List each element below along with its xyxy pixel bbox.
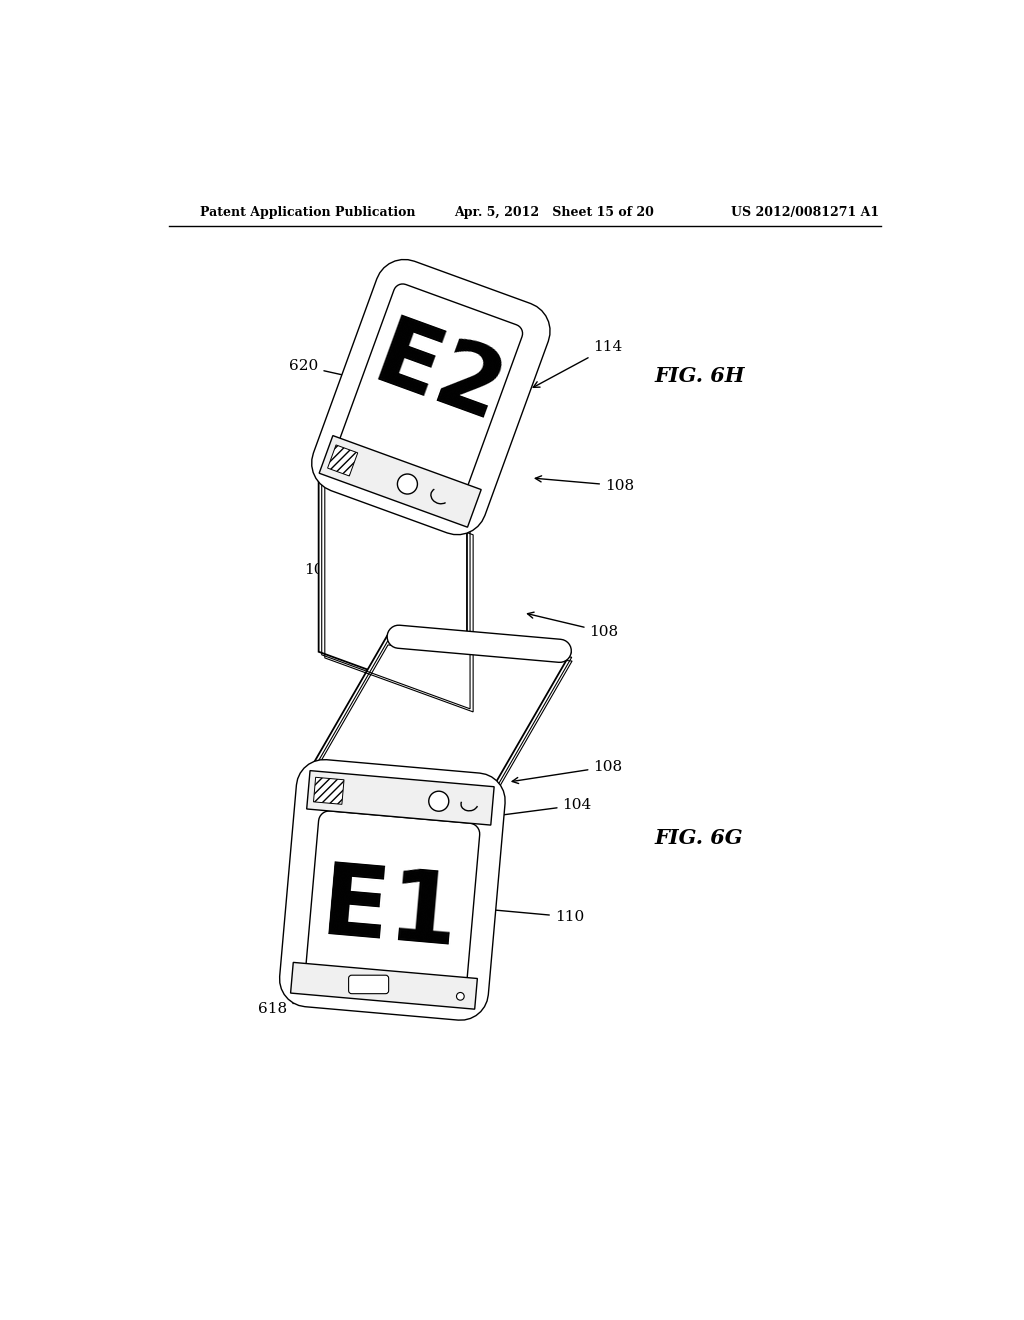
- Polygon shape: [318, 475, 467, 706]
- Text: Patent Application Publication: Patent Application Publication: [200, 206, 416, 219]
- Text: E2: E2: [361, 312, 515, 442]
- Polygon shape: [311, 260, 550, 535]
- Text: 104: 104: [493, 799, 592, 818]
- Text: FIG. 6G: FIG. 6G: [654, 829, 742, 849]
- Polygon shape: [313, 777, 344, 804]
- Circle shape: [397, 474, 418, 494]
- Text: 620: 620: [289, 359, 369, 383]
- Polygon shape: [291, 962, 477, 1010]
- Polygon shape: [284, 763, 501, 1016]
- Polygon shape: [280, 760, 505, 1020]
- Text: 108: 108: [512, 760, 623, 784]
- Polygon shape: [292, 772, 493, 1008]
- FancyBboxPatch shape: [348, 975, 389, 994]
- Text: US 2012/0081271 A1: US 2012/0081271 A1: [731, 206, 880, 219]
- Polygon shape: [319, 267, 543, 527]
- Polygon shape: [310, 636, 571, 785]
- Polygon shape: [328, 445, 357, 477]
- Polygon shape: [315, 264, 546, 531]
- Text: Apr. 5, 2012   Sheet 15 of 20: Apr. 5, 2012 Sheet 15 of 20: [454, 206, 654, 219]
- Text: 114: 114: [534, 341, 623, 387]
- Text: FIG. 6H: FIG. 6H: [654, 367, 744, 387]
- Text: 110: 110: [489, 907, 584, 924]
- Polygon shape: [306, 771, 495, 825]
- Text: 104: 104: [304, 550, 388, 577]
- Polygon shape: [288, 767, 498, 1012]
- Text: 108: 108: [527, 612, 618, 639]
- Circle shape: [457, 993, 464, 1001]
- Polygon shape: [305, 810, 479, 999]
- Polygon shape: [339, 284, 522, 492]
- Text: E1: E1: [317, 858, 463, 968]
- Text: 108: 108: [536, 475, 634, 492]
- Polygon shape: [319, 436, 481, 527]
- Circle shape: [429, 791, 449, 812]
- Text: 618: 618: [258, 994, 323, 1016]
- Polygon shape: [387, 626, 571, 663]
- Polygon shape: [324, 272, 538, 523]
